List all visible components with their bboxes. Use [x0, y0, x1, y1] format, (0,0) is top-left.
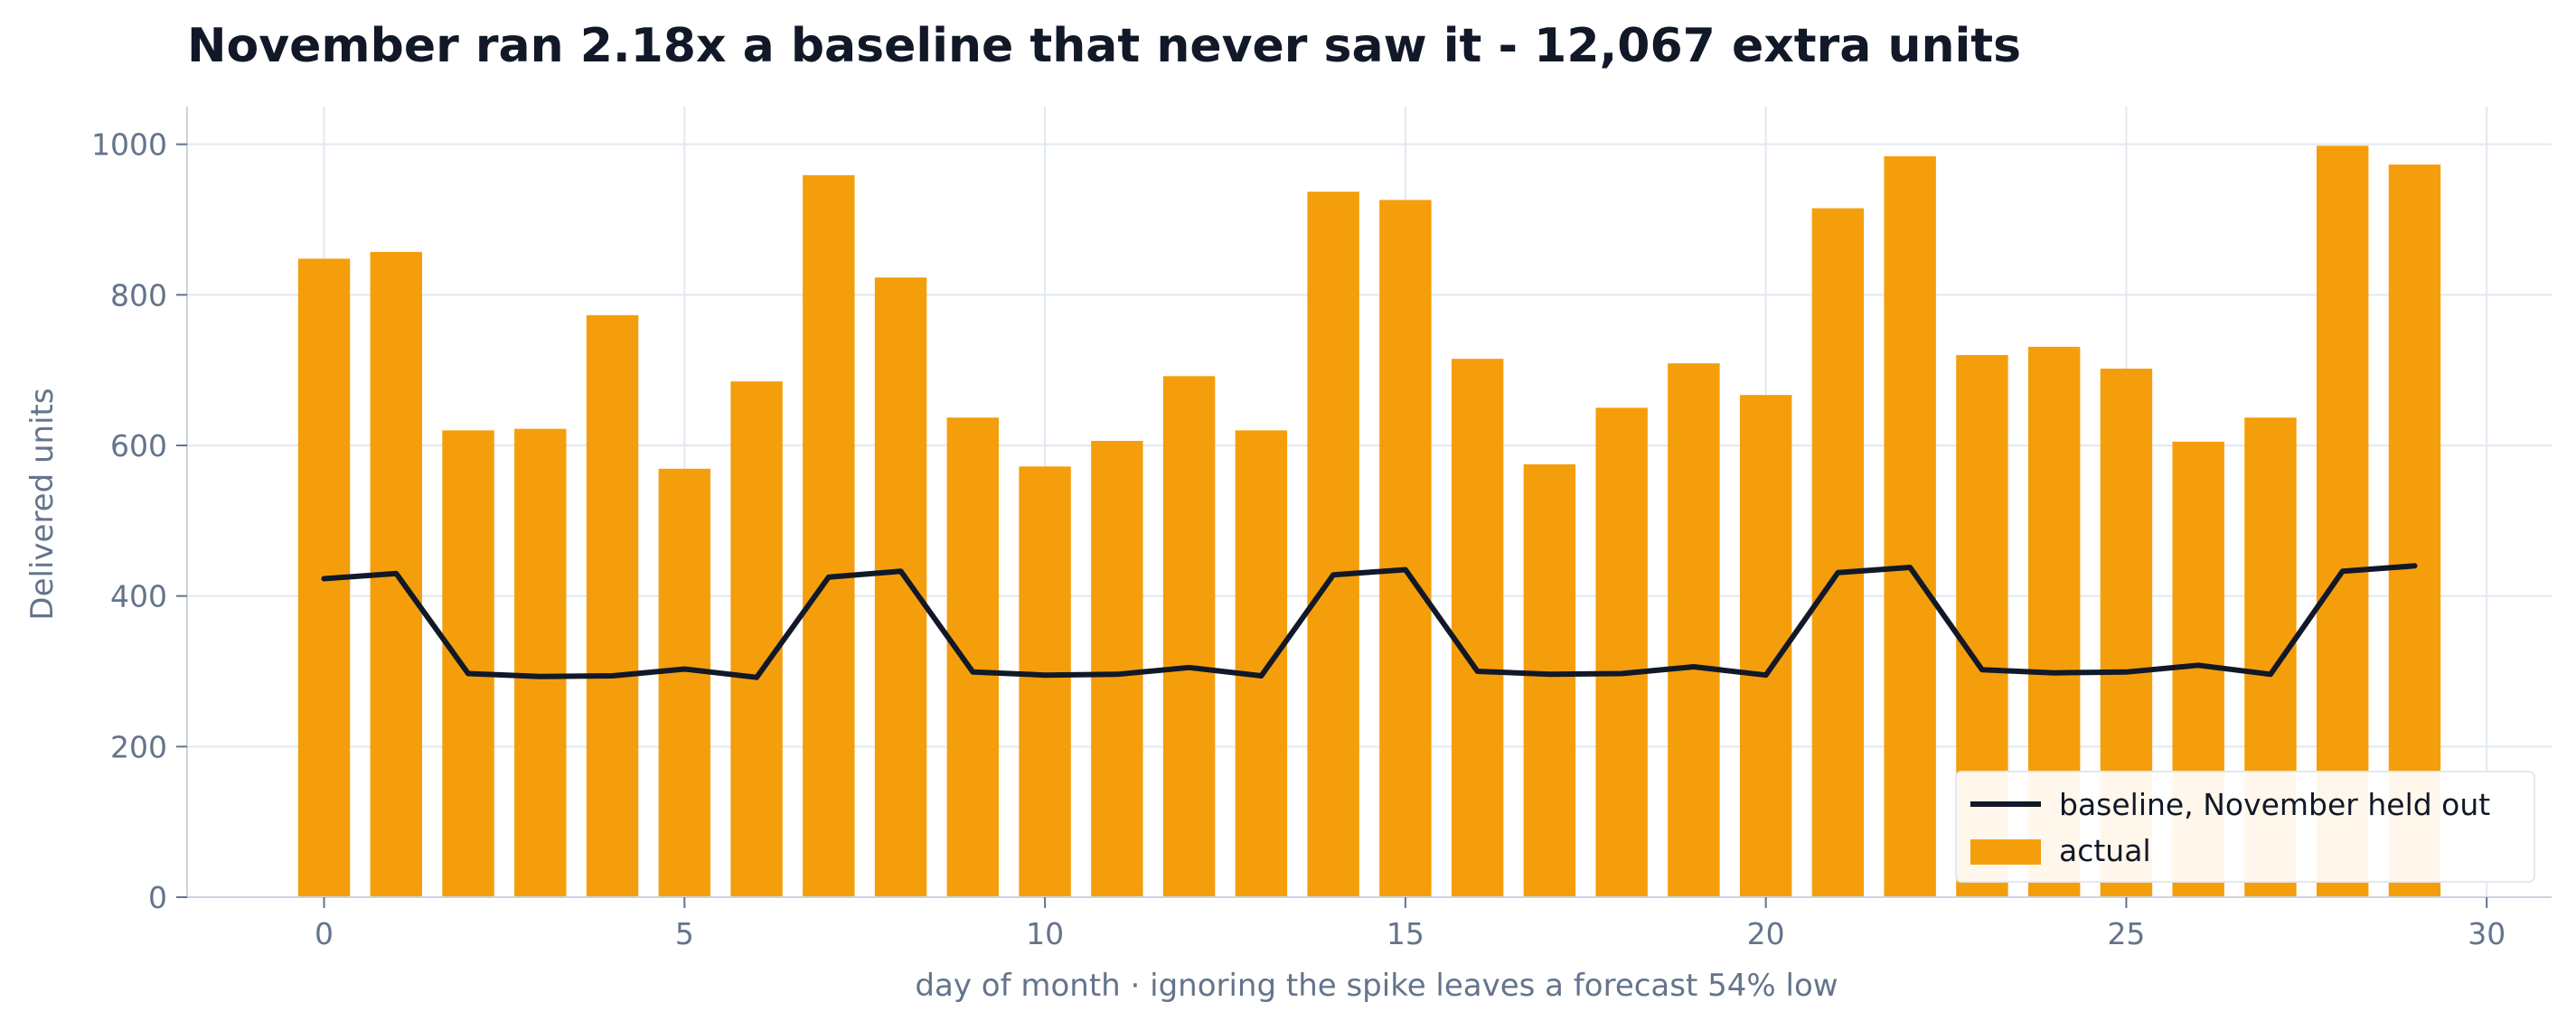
x-tick-label-2: 10 — [1026, 916, 1064, 951]
x-tick-label-4: 20 — [1747, 916, 1785, 951]
y-tick-label-5: 1000 — [91, 127, 167, 163]
bar-actual-day-10 — [1019, 466, 1071, 897]
bar-actual-day-15 — [1379, 200, 1432, 898]
bar-actual-day-7 — [803, 174, 855, 898]
legend-swatch-actual — [1970, 839, 2041, 865]
line-baseline — [321, 563, 2418, 680]
bar-actual-day-9 — [946, 417, 1000, 898]
chart-title: November ran 2.18x a baseline that never… — [187, 19, 2021, 73]
y-axis-label: Delivered units — [24, 388, 61, 620]
bar-actual-day-2 — [442, 430, 494, 897]
bar-actual-day-16 — [1451, 359, 1504, 898]
legend-label-actual: actual — [2059, 833, 2151, 868]
bar-actual-day-21 — [1811, 208, 1865, 897]
legend-box — [1955, 771, 2535, 883]
bar-actual-day-5 — [658, 468, 711, 897]
x-tick-label-1: 5 — [675, 916, 694, 951]
y-tick-label-4: 800 — [110, 277, 167, 313]
bar-actual-day-22 — [1884, 156, 1936, 897]
bar-actual-day-19 — [1668, 363, 1720, 898]
bar-actual-day-13 — [1235, 430, 1288, 897]
bar-actual-day-3 — [514, 428, 567, 898]
bar-actual-day-6 — [730, 381, 783, 898]
x-tick-label-0: 0 — [315, 916, 334, 951]
x-tick-label-3: 15 — [1387, 916, 1424, 951]
x-tick-label-6: 30 — [2468, 916, 2505, 951]
y-tick-label-1: 200 — [110, 729, 167, 764]
grid — [187, 107, 2552, 898]
y-tick-label-0: 0 — [148, 880, 167, 915]
line-series-baseline — [321, 563, 2418, 680]
x-axis-label: day of month · ignoring the spike leaves… — [915, 968, 1838, 1004]
axes: 0 200 400 600 800 1000 0 5 10 15 20 25 30 — [91, 107, 2552, 951]
y-tick-label-3: 600 — [110, 428, 167, 464]
bar-actual-day-11 — [1091, 441, 1143, 897]
legend: baseline, November held out actual — [1955, 771, 2535, 883]
x-tick-label-5: 25 — [2107, 916, 2145, 951]
bar-actual-day-4 — [586, 314, 639, 897]
bar-actual-day-18 — [1595, 407, 1648, 897]
legend-label-baseline: baseline, November held out — [2059, 787, 2490, 822]
bar-actual-day-17 — [1523, 464, 1576, 897]
bar-actual-day-14 — [1307, 192, 1359, 897]
bar-actual-day-12 — [1162, 376, 1216, 897]
bar-actual-day-8 — [874, 277, 927, 898]
y-tick-label-2: 400 — [110, 579, 167, 614]
